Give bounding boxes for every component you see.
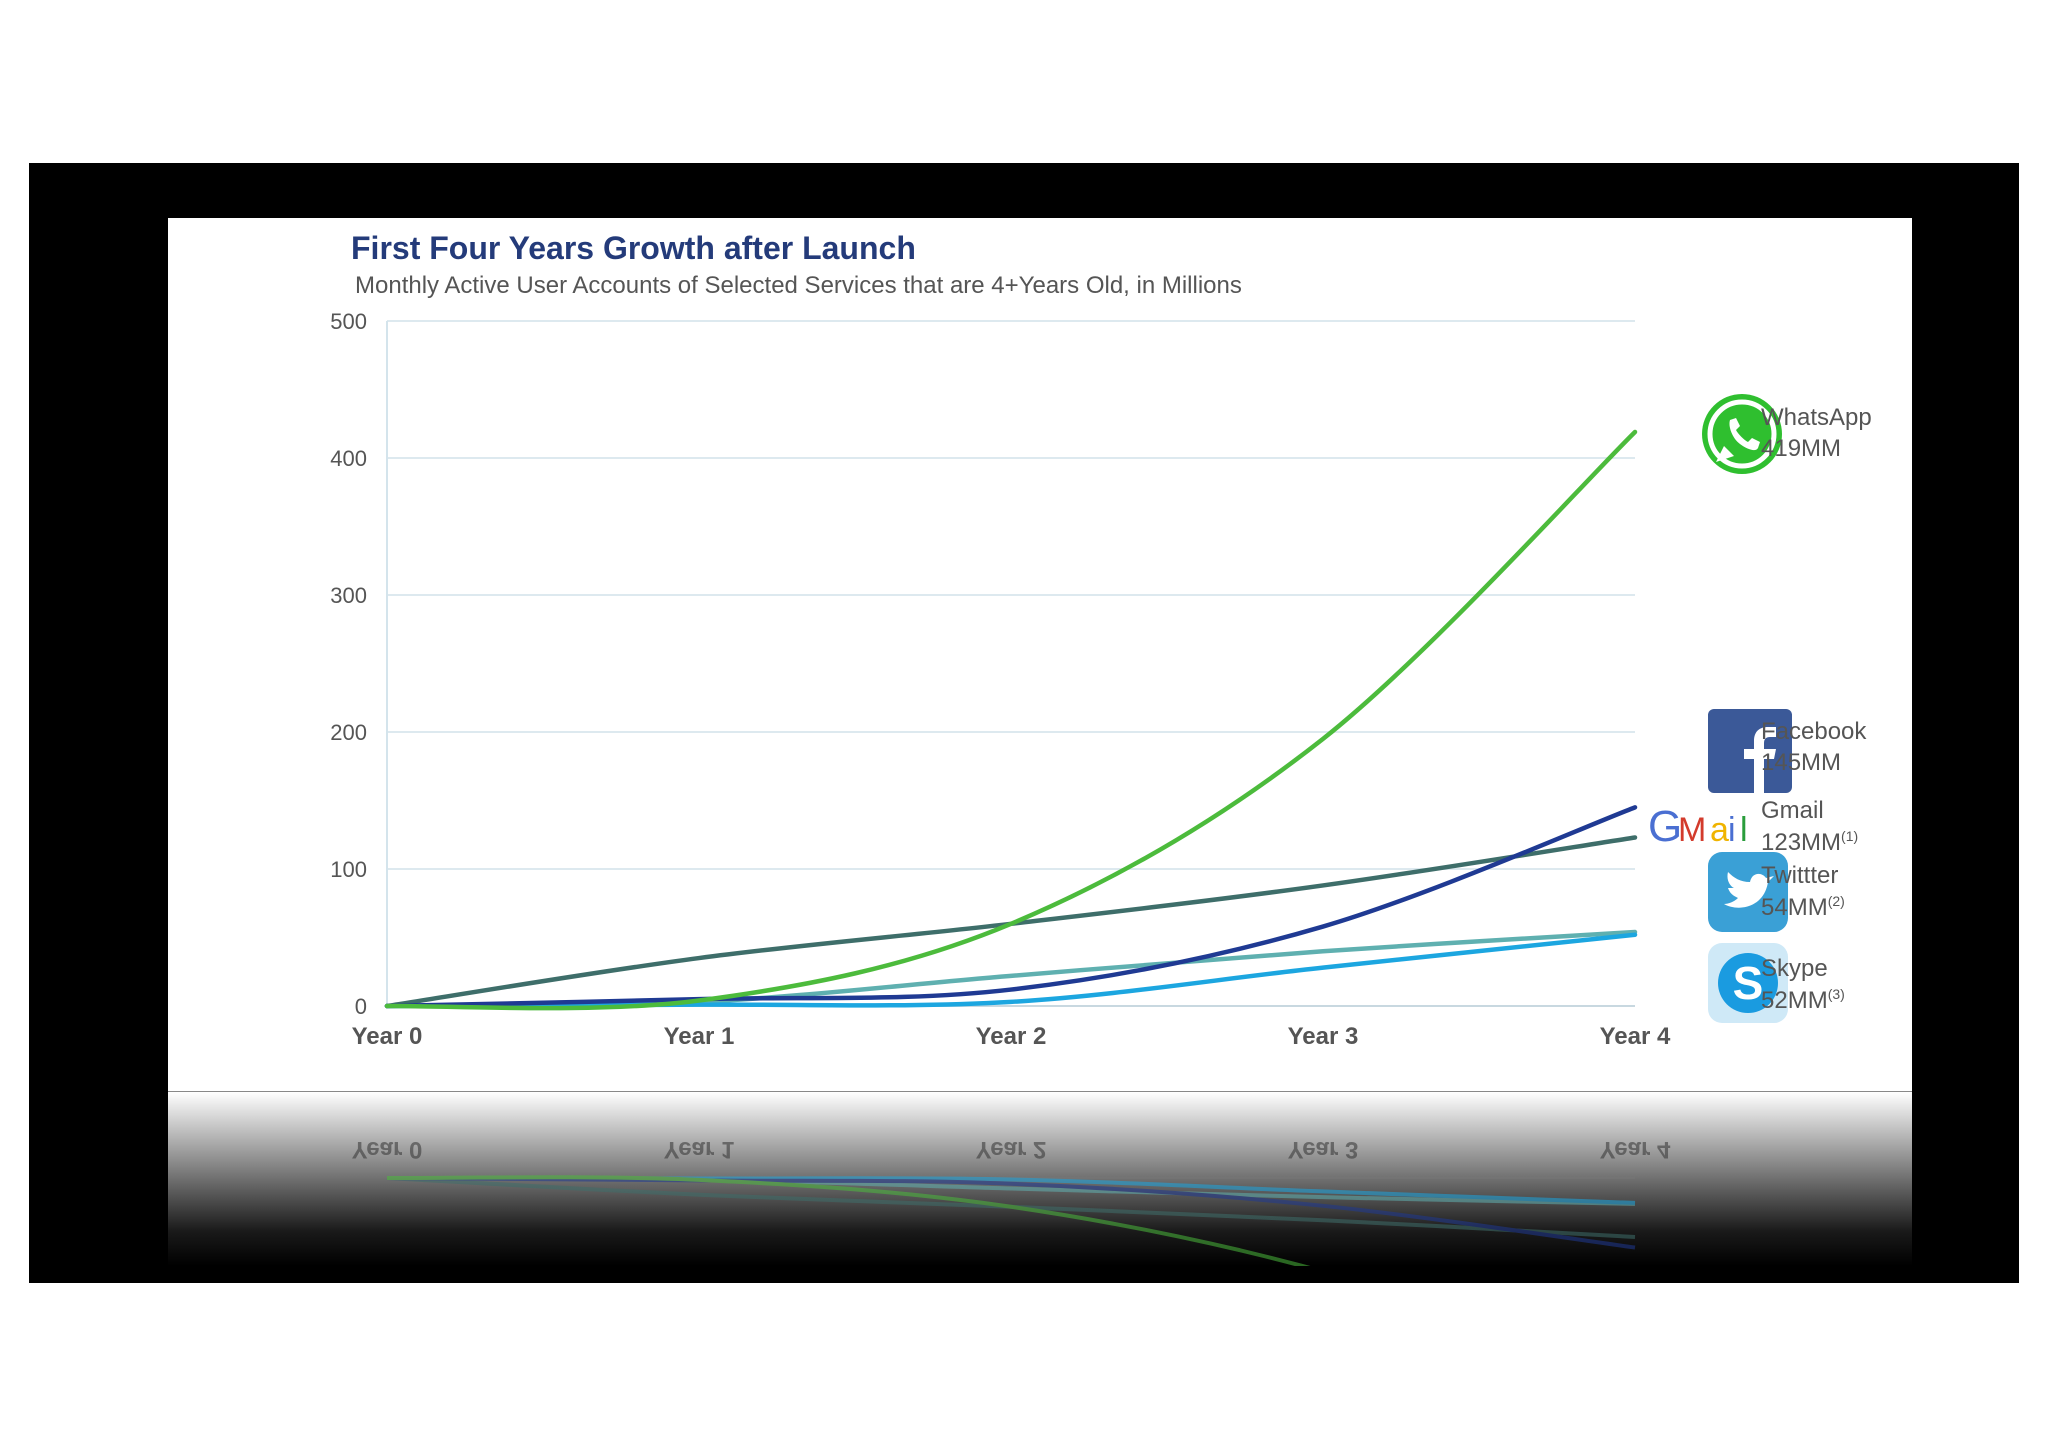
legend-value-whatsapp: 419MM xyxy=(1761,435,1842,462)
legend-name-whatsapp: WhatsApp xyxy=(1761,404,1872,431)
y-tick-label: 100 xyxy=(330,857,367,882)
series-line-facebook xyxy=(384,805,1638,1009)
svg-text:S: S xyxy=(1733,957,1764,1009)
x-axis: Year 0 Year 1 Year 2 Year 3 Year 4 xyxy=(352,1023,1671,1050)
svg-text:i: i xyxy=(1728,811,1736,849)
twitter-icon xyxy=(1708,852,1788,937)
x-tick-label: Year 1 xyxy=(664,1023,735,1050)
reflection-line xyxy=(386,1175,1311,1266)
x-tick-label: Year 2 xyxy=(976,1023,1047,1050)
footnote-marker: (2) xyxy=(1827,893,1845,909)
slide-reflection: Year 0 Year 1 Year 2 Year 3 Year 4 xyxy=(168,1091,1912,1266)
legend-name-facebook: Facebook xyxy=(1761,718,1867,745)
legend-name-skype: Skype xyxy=(1761,955,1828,982)
footnote-marker: (3) xyxy=(1827,986,1845,1002)
series-line-skype xyxy=(384,932,1638,1009)
reflection-x-label: Year 0 xyxy=(352,1136,423,1163)
y-tick-label: 500 xyxy=(330,309,367,334)
reflection-group: Year 0 Year 1 Year 2 Year 3 Year 4 xyxy=(352,1136,1671,1266)
legend-value-facebook: 145MM xyxy=(1761,749,1842,776)
gridlines xyxy=(387,320,1635,1007)
y-tick-label: 200 xyxy=(330,720,367,745)
y-tick-label: 300 xyxy=(330,583,367,608)
y-tick-label: 0 xyxy=(355,994,367,1019)
slide xyxy=(168,218,1912,1091)
svg-text:a: a xyxy=(1710,811,1729,849)
series-lines xyxy=(384,429,1638,1011)
reflection-x-label: Year 2 xyxy=(976,1136,1047,1163)
series-line-whatsapp xyxy=(384,429,1638,1011)
reflection-x-label: Year 1 xyxy=(664,1136,735,1163)
svg-text:M: M xyxy=(1678,811,1706,849)
legend-name-gmail: Gmail xyxy=(1761,797,1824,824)
reflection-x-label: Year 4 xyxy=(1600,1136,1671,1163)
chart-subtitle: Monthly Active User Accounts of Selected… xyxy=(355,272,1242,299)
reflection-graphic: Year 0 Year 1 Year 2 Year 3 Year 4 xyxy=(352,1136,1671,1266)
footnote-marker: (1) xyxy=(1841,828,1859,844)
legend-value-twittter: 54MM(2) xyxy=(1761,893,1845,921)
reflection-x-label: Year 3 xyxy=(1288,1136,1359,1163)
svg-text:G: G xyxy=(1648,802,1682,851)
chart-title: First Four Years Growth after Launch xyxy=(351,230,916,266)
legend-value-gmail: 123MM(1) xyxy=(1761,828,1859,856)
x-tick-label: Year 0 xyxy=(352,1023,423,1050)
x-tick-label: Year 3 xyxy=(1288,1023,1359,1050)
whatsapp-icon xyxy=(1700,392,1784,481)
facebook-icon xyxy=(1708,709,1792,798)
x-tick-label: Year 4 xyxy=(1600,1023,1671,1050)
y-tick-label: 400 xyxy=(330,446,367,471)
series-line-twittter xyxy=(384,929,1638,1009)
skype-icon: S xyxy=(1708,943,1788,1028)
y-axis: 0 100 200 300 400 500 xyxy=(330,309,388,1019)
legend-value-skype: 52MM(3) xyxy=(1761,986,1845,1014)
legend-name-twittter: Twittter xyxy=(1761,862,1839,889)
svg-text:l: l xyxy=(1740,811,1748,849)
